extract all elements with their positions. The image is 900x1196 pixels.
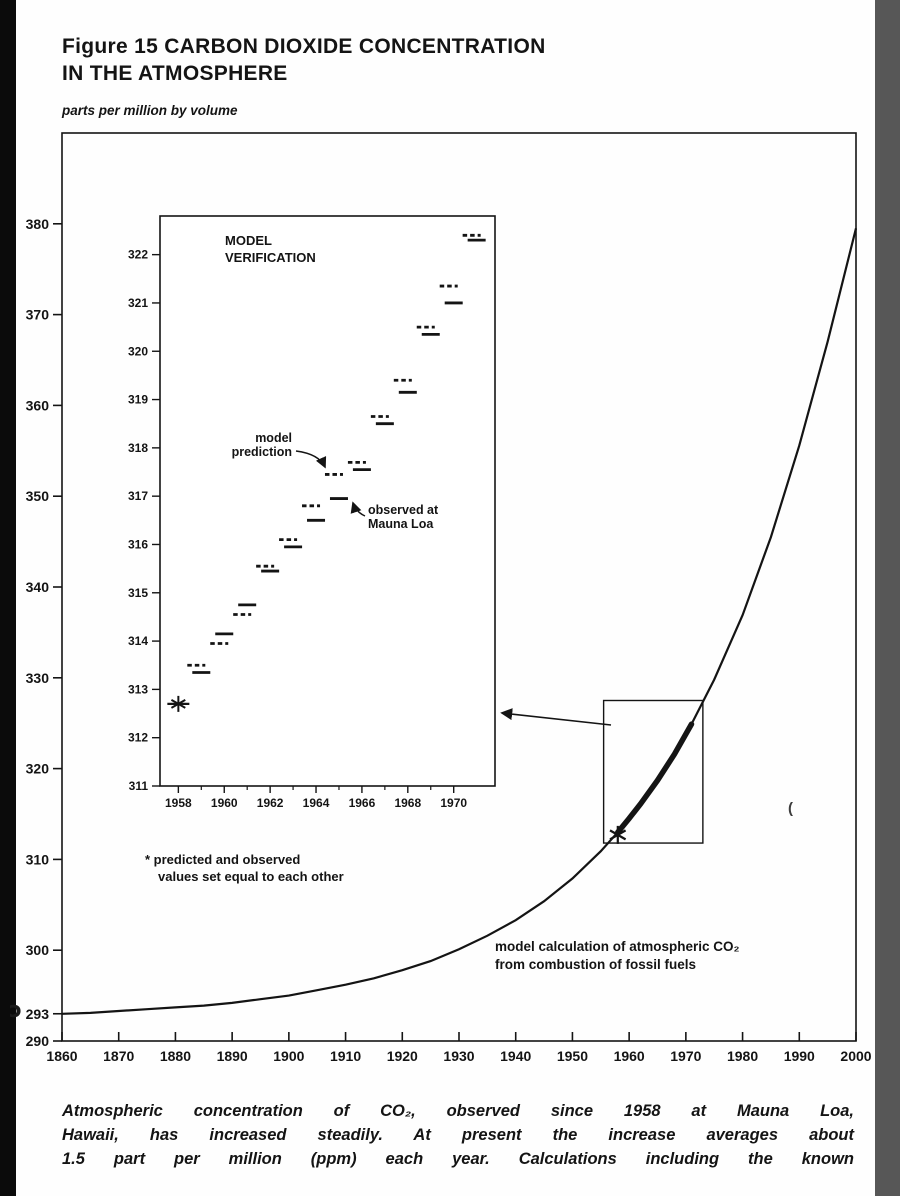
figure-title-line1: Figure 15 CARBON DIOXIDE CONCENTRATION <box>62 35 546 58</box>
observed-label-line2: Mauna Loa <box>368 517 434 531</box>
x-axis-tick-label: 1930 <box>443 1048 474 1064</box>
inset-y-tick-label: 321 <box>128 296 148 310</box>
model-calculation-label-line2: from combustion of fossil fuels <box>495 957 696 972</box>
star-marker-inset <box>170 699 186 709</box>
inset-y-tick-label: 322 <box>128 248 148 262</box>
y-axis-tick-label: 293 <box>26 1006 50 1022</box>
y-axis-tick-label: 290 <box>26 1033 50 1049</box>
inset-x-tick-label: 1970 <box>440 796 467 810</box>
inset-y-tick-label: 318 <box>128 441 148 455</box>
inset-y-tick-label: 311 <box>129 779 149 793</box>
star-footnote-line1: * predicted and observed <box>145 852 300 867</box>
x-axis-tick-label: 1960 <box>614 1048 645 1064</box>
x-axis-tick-label: 1890 <box>217 1048 248 1064</box>
inset-title-line1: MODEL <box>225 233 272 248</box>
y-axis-tick-label: 300 <box>26 942 50 958</box>
observed-label-line1: observed at <box>368 503 439 517</box>
inset-y-tick-label: 313 <box>128 682 148 696</box>
caption-line-3: 1.5 part per million (ppm) each year. Ca… <box>62 1150 854 1168</box>
figure-title-line2: IN THE ATMOSPHERE <box>62 62 288 85</box>
model-prediction-arrow <box>295 450 327 469</box>
inset-x-tick-label: 1958 <box>165 796 192 810</box>
y-axis-tick-label: 380 <box>26 216 50 232</box>
x-axis-tick-label: 1990 <box>784 1048 815 1064</box>
x-axis-tick-label: 2000 <box>840 1048 871 1064</box>
x-axis-tick-label: 1980 <box>727 1048 758 1064</box>
x-axis-tick-label: 1950 <box>557 1048 588 1064</box>
page-content: Figure 15 CARBON DIOXIDE CONCENTRATION I… <box>16 0 876 1171</box>
y-axis-tick-label: 370 <box>26 307 50 323</box>
x-axis-tick-label: 1910 <box>330 1048 361 1064</box>
caption-line-2: Hawaii, has increased steadily. At prese… <box>62 1126 854 1144</box>
observed-overlap-thick-segment <box>615 721 695 835</box>
scan-edge-right <box>875 0 900 1196</box>
inset-frame <box>159 215 496 787</box>
y-axis-tick-label: 330 <box>26 670 50 686</box>
y-axis-tick-label: 320 <box>26 761 50 777</box>
x-axis-tick-label: 1870 <box>103 1048 134 1064</box>
star-marker-main <box>609 829 627 841</box>
model-verification-inset: 311 312 313 314 315 316 317 318 319 320 321 322 1958… <box>128 215 496 884</box>
model-prediction-label-line2: prediction <box>232 445 292 459</box>
scan-artifact: ɔ <box>9 998 23 1023</box>
inset-title-line2: VERIFICATION <box>225 250 316 265</box>
inset-x-tick-label: 1962 <box>257 796 284 810</box>
inset-y-tick-label: 315 <box>128 586 148 600</box>
inset-y-tick-label: 316 <box>128 537 148 551</box>
inset-y-tick-label: 319 <box>128 393 148 407</box>
inset-x-tick-label: 1968 <box>394 796 421 810</box>
model-calculation-label-line1: model calculation of atmospheric CO₂ <box>495 939 740 954</box>
y-axis-tick-label: 340 <box>26 579 50 595</box>
inset-x-tick-label: 1964 <box>303 796 330 810</box>
y-axis-tick-label: 360 <box>26 397 50 413</box>
inset-y-tick-label: 312 <box>128 731 148 745</box>
x-axis-tick-label: 1970 <box>670 1048 701 1064</box>
inset-x-tick-label: 1966 <box>349 796 376 810</box>
caption-line-1: Atmospheric concentration of CO₂, observ… <box>62 1102 854 1120</box>
x-axis-tick-label: 1940 <box>500 1048 531 1064</box>
scan-artifact: ( <box>788 800 793 817</box>
x-axis-tick-label: 1860 <box>46 1048 77 1064</box>
co2-concentration-chart: 290 293 300 310 320 330 340 350 360 370 380 1860 187… <box>26 132 872 1064</box>
observed-arrow <box>350 501 366 517</box>
inset-x-tick-label: 1960 <box>211 796 238 810</box>
inset-y-tick-label: 320 <box>128 344 148 358</box>
star-footnote-line2: values set equal to each other <box>158 869 344 884</box>
model-prediction-label-line1: model <box>255 431 292 445</box>
model-calculation-curve <box>61 228 858 1015</box>
highlight-box <box>602 699 704 844</box>
scan-edge-left <box>0 0 16 1196</box>
inset-y-tick-label: 317 <box>128 489 148 503</box>
inset-y-tick-label: 314 <box>128 634 148 648</box>
axis-units-label: parts per million by volume <box>62 103 238 118</box>
x-axis-tick-label: 1900 <box>273 1048 304 1064</box>
x-axis-tick-label: 1880 <box>160 1048 191 1064</box>
figure-title: Figure 15 CARBON DIOXIDE CONCENTRATION I… <box>62 33 876 87</box>
y-axis-tick-label: 310 <box>26 851 50 867</box>
figure-caption: Atmospheric concentration of CO₂, observ… <box>62 1099 854 1171</box>
y-axis-tick-label: 350 <box>26 488 50 504</box>
box-to-inset-arrow <box>500 708 612 726</box>
x-axis-tick-label: 1920 <box>387 1048 418 1064</box>
